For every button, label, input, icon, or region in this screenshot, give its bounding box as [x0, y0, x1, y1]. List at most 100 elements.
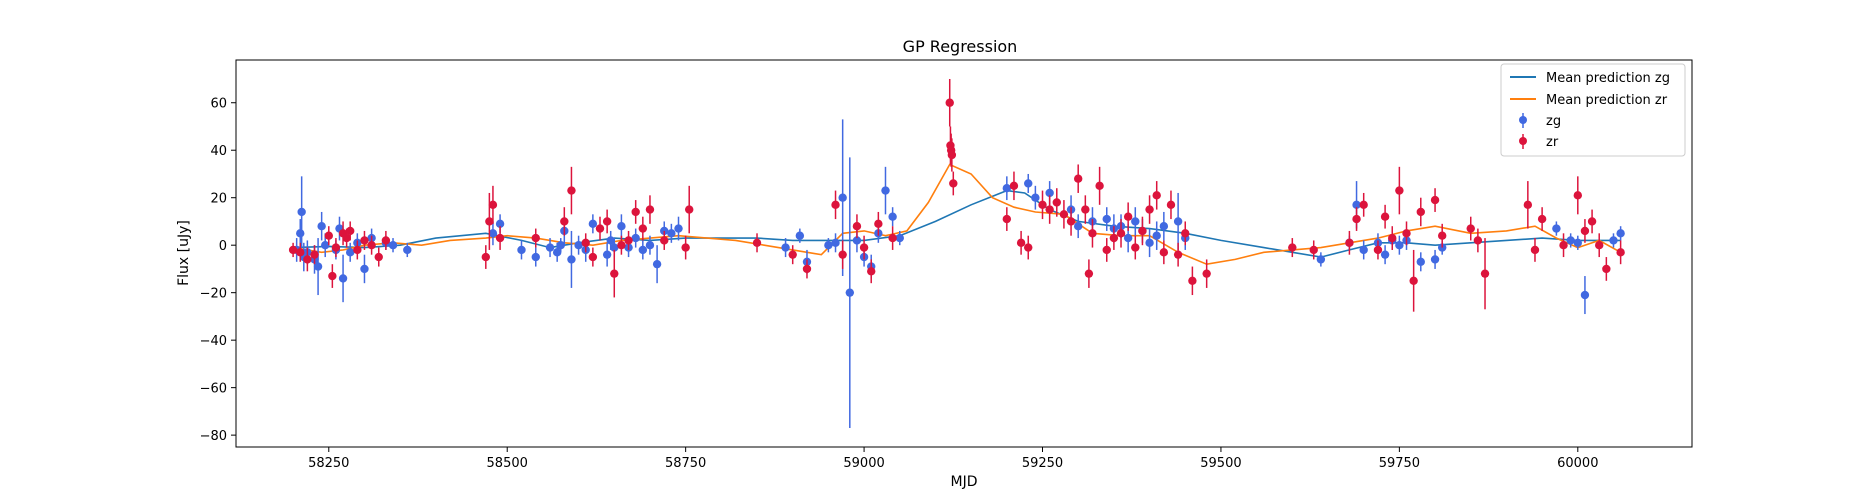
- legend-swatch-zr-points: [1519, 137, 1527, 145]
- zr-marker: [1430, 195, 1440, 205]
- zg-point: [1616, 226, 1625, 241]
- zr-marker: [1559, 240, 1568, 250]
- zr-point: [1152, 181, 1161, 210]
- zr-point: [1109, 226, 1119, 250]
- zr-marker: [1159, 248, 1169, 257]
- zr-point: [949, 171, 958, 196]
- zr-point: [1345, 230, 1354, 255]
- zr-point: [1537, 207, 1547, 231]
- zr-point: [1131, 235, 1140, 260]
- zr-point: [1437, 223, 1447, 248]
- zg-marker: [1045, 188, 1054, 198]
- zr-marker: [353, 245, 362, 255]
- zr-marker: [1081, 205, 1090, 214]
- zr-marker: [1573, 191, 1583, 200]
- zg-marker: [321, 240, 330, 250]
- legend-swatch-zg-points: [1519, 116, 1527, 124]
- mean-prediction-zr-line: [292, 163, 1621, 266]
- zr-point: [1416, 197, 1425, 227]
- zg-marker: [388, 240, 398, 250]
- zg-marker: [1395, 240, 1404, 250]
- legend-label-zg-points: zg: [1546, 114, 1561, 129]
- zg-marker: [845, 288, 855, 297]
- zr-marker: [1587, 217, 1597, 226]
- zr-marker: [949, 179, 958, 188]
- x-tick-label: 58750: [665, 456, 706, 471]
- zr-point: [588, 247, 598, 267]
- zg-point: [317, 211, 326, 241]
- zg-marker: [645, 240, 655, 250]
- zg-marker: [1316, 255, 1326, 264]
- zg-point: [1566, 233, 1575, 248]
- zg-point: [403, 242, 412, 258]
- zr-point: [531, 228, 540, 248]
- zr-marker: [645, 205, 655, 214]
- zr-point: [1309, 240, 1318, 260]
- zr-marker: [1580, 226, 1590, 236]
- zg-marker: [610, 243, 619, 252]
- zr-marker: [1202, 269, 1211, 278]
- zr-marker: [595, 224, 605, 233]
- zr-marker: [588, 252, 598, 262]
- zr-marker: [367, 240, 376, 250]
- zr-marker: [1416, 207, 1425, 217]
- zg-point: [345, 242, 355, 262]
- zr-marker: [1095, 181, 1104, 191]
- zg-point: [1024, 173, 1033, 193]
- zr-point: [610, 249, 619, 298]
- zg-point: [574, 235, 583, 255]
- zg-point: [895, 230, 904, 246]
- zg-point: [888, 207, 897, 227]
- zr-marker: [288, 245, 298, 255]
- zr-point: [1084, 259, 1094, 288]
- zr-marker: [802, 264, 812, 274]
- zr-marker: [1131, 243, 1140, 252]
- zr-point: [1202, 259, 1211, 288]
- zr-marker: [1437, 231, 1447, 240]
- zr-point: [353, 240, 362, 260]
- zr-marker: [1309, 245, 1318, 255]
- zr-point: [374, 247, 383, 267]
- zg-point: [1573, 235, 1583, 250]
- zr-marker: [1009, 181, 1019, 191]
- zr-point: [624, 230, 633, 250]
- zg-marker: [1380, 250, 1390, 259]
- zr-point: [1045, 195, 1054, 224]
- zr-point: [1073, 164, 1083, 193]
- zg-marker: [313, 262, 323, 271]
- zr-marker: [310, 250, 319, 259]
- zg-marker: [545, 243, 555, 252]
- x-tick-label: 58250: [308, 456, 349, 471]
- zr-marker: [1359, 200, 1368, 210]
- zr-point: [1002, 207, 1012, 231]
- zr-point: [485, 192, 494, 250]
- zr-point: [1038, 190, 1047, 220]
- zg-marker: [1145, 238, 1154, 248]
- zr-marker: [1173, 250, 1183, 259]
- zr-marker: [1045, 205, 1054, 214]
- zr-point: [802, 259, 812, 279]
- zg-point: [313, 238, 323, 296]
- zr-point: [581, 233, 590, 253]
- zr-point: [1395, 166, 1404, 215]
- zg-marker: [638, 245, 648, 255]
- y-tick-label: 40: [210, 144, 227, 159]
- zg-point: [1380, 245, 1390, 265]
- zr-marker: [602, 217, 612, 226]
- zr-marker: [874, 219, 883, 229]
- zr-marker: [581, 238, 590, 248]
- zg-point: [388, 238, 398, 253]
- zg-marker: [852, 236, 862, 245]
- y-axis-ticks: −80 −60 −40 −20 0 20 40 60: [200, 97, 236, 444]
- zr-point: [838, 240, 847, 269]
- zg-point: [556, 238, 565, 253]
- zg-marker: [1352, 200, 1361, 210]
- zr-point: [888, 226, 897, 250]
- zr-point: [488, 185, 498, 224]
- zr-point: [1595, 233, 1604, 258]
- zr-point: [1352, 207, 1361, 231]
- zr-point: [1173, 242, 1183, 267]
- zr-point: [1473, 228, 1483, 253]
- zr-marker: [610, 269, 619, 278]
- zr-marker: [567, 186, 576, 195]
